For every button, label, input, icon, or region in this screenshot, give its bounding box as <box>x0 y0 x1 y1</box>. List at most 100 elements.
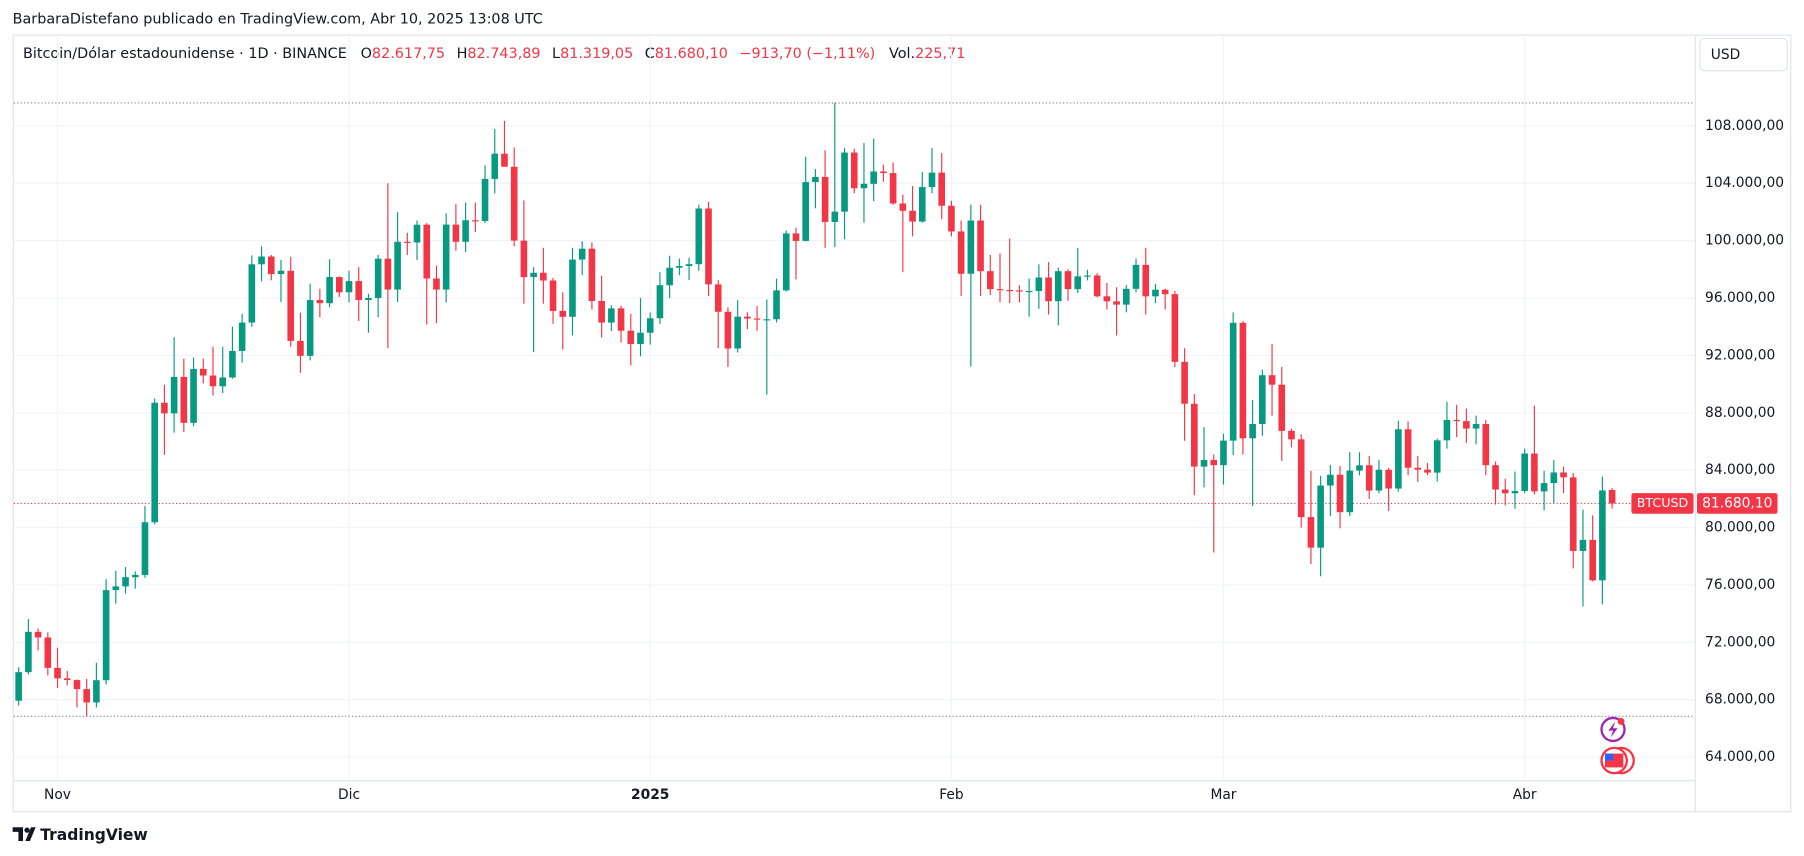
candle-body <box>131 574 139 578</box>
candle-body <box>1608 490 1616 504</box>
y-tick-label: 64.000,00 <box>1705 749 1775 765</box>
candle-body <box>1054 271 1062 302</box>
candle-body <box>365 298 372 301</box>
candle-body <box>151 402 158 523</box>
change: −913,70 (−1,11%) <box>739 46 875 62</box>
candle-body <box>1414 467 1422 470</box>
candle-body <box>986 271 994 290</box>
candle-body <box>880 171 887 174</box>
candle-body <box>977 220 984 272</box>
event-icons <box>1600 716 1635 775</box>
candle-body <box>559 310 567 317</box>
symbol: Bitcoin/Dólar estadounidense · 1D · BINA… <box>23 46 347 62</box>
candle-body <box>1385 469 1392 489</box>
candle-body <box>1064 271 1072 290</box>
candle-body <box>1560 472 1567 478</box>
candle-body <box>1181 361 1188 404</box>
y-tick-label: 100.000,00 <box>1705 233 1784 249</box>
plot: 64.000,00 68.000,00 72.000,00 76.000,00 80.0… <box>13 35 1784 812</box>
candle-body <box>141 522 149 575</box>
candle-body <box>1492 465 1499 490</box>
attribution: BarbaraDistefano publicado en TradingVie… <box>13 12 543 28</box>
event-icon <box>1608 721 1618 738</box>
y-tick-label: 80.000,00 <box>1705 520 1775 536</box>
candle-body <box>763 319 771 321</box>
x-tick-label: 2025 <box>631 787 669 803</box>
candle-body <box>627 330 635 345</box>
candle-body <box>1025 290 1033 293</box>
candle-body <box>530 272 537 278</box>
candle-body <box>413 224 421 243</box>
candle-body <box>1200 459 1208 467</box>
candle-body <box>1084 275 1091 277</box>
x-tick-label: Dic <box>338 787 360 803</box>
candle-body <box>792 233 800 241</box>
candle-body <box>821 176 829 222</box>
candle-body <box>656 285 664 319</box>
candle-body <box>25 631 32 673</box>
candle-body <box>1171 294 1179 362</box>
candle-body <box>1511 490 1519 494</box>
ohlc-key: H <box>457 46 468 62</box>
candle-body <box>850 152 858 189</box>
candle-body <box>316 300 324 304</box>
brand-name: TradingView <box>40 826 148 844</box>
x-tick-label: Mar <box>1210 787 1236 803</box>
candle-body <box>1074 276 1082 290</box>
chart-frame <box>12 34 1792 813</box>
candle-body <box>588 248 596 302</box>
candle-body <box>1123 288 1130 305</box>
flag-icon <box>1604 753 1614 761</box>
candle-body <box>608 308 615 323</box>
candle-body <box>646 318 654 333</box>
candle-body <box>1103 296 1111 302</box>
candle-body <box>1346 470 1354 513</box>
ohlc-value: 81.319,05 <box>560 46 633 62</box>
candle-body <box>1093 275 1101 297</box>
candle-body <box>501 153 508 167</box>
candle-body <box>481 178 489 221</box>
y-tick-label: 96.000,00 <box>1705 290 1775 306</box>
candle-body <box>472 220 479 222</box>
candle-body <box>967 220 975 274</box>
candle-body <box>549 280 557 311</box>
event-dot <box>1617 717 1625 725</box>
ohlc-value: 81.680,10 <box>655 46 728 62</box>
candle-body <box>34 631 42 638</box>
candle-body <box>1297 439 1305 518</box>
candle-body <box>870 171 877 184</box>
candle-body <box>1356 465 1363 471</box>
candle-body <box>209 375 217 387</box>
candle-body <box>948 205 955 232</box>
x-tick-label: Abr <box>1513 787 1537 803</box>
candle-body <box>335 277 343 293</box>
candle-body <box>569 259 576 317</box>
candle-body <box>1453 419 1460 422</box>
candle-body <box>782 233 790 291</box>
candle-body <box>705 208 712 285</box>
volume-key: Vol. <box>889 46 915 62</box>
candle-body <box>1327 474 1334 486</box>
candle-body <box>83 689 90 703</box>
candle-body <box>1239 322 1247 439</box>
candle-body <box>287 270 295 341</box>
candle-body <box>1317 485 1324 548</box>
candle-body <box>1599 490 1606 581</box>
y-tick-label: 84.000,00 <box>1705 462 1775 478</box>
candle-body <box>724 311 732 349</box>
candle-body <box>831 211 839 222</box>
y-tick-label: 108.000,00 <box>1705 118 1784 134</box>
candle-body <box>112 586 120 591</box>
candle-body <box>102 590 110 681</box>
currency-button[interactable] <box>1699 37 1788 72</box>
candle-body <box>617 308 625 331</box>
candle-body <box>540 272 547 281</box>
candle-body <box>1395 429 1402 489</box>
currency-label[interactable]: USD <box>1711 47 1740 63</box>
candle-body <box>812 176 819 183</box>
candle-body <box>1482 423 1490 466</box>
ohlc-key: L <box>552 46 560 62</box>
candle-body <box>928 172 936 188</box>
x-tick-label: Feb <box>939 787 963 803</box>
candle-body <box>1463 421 1470 429</box>
